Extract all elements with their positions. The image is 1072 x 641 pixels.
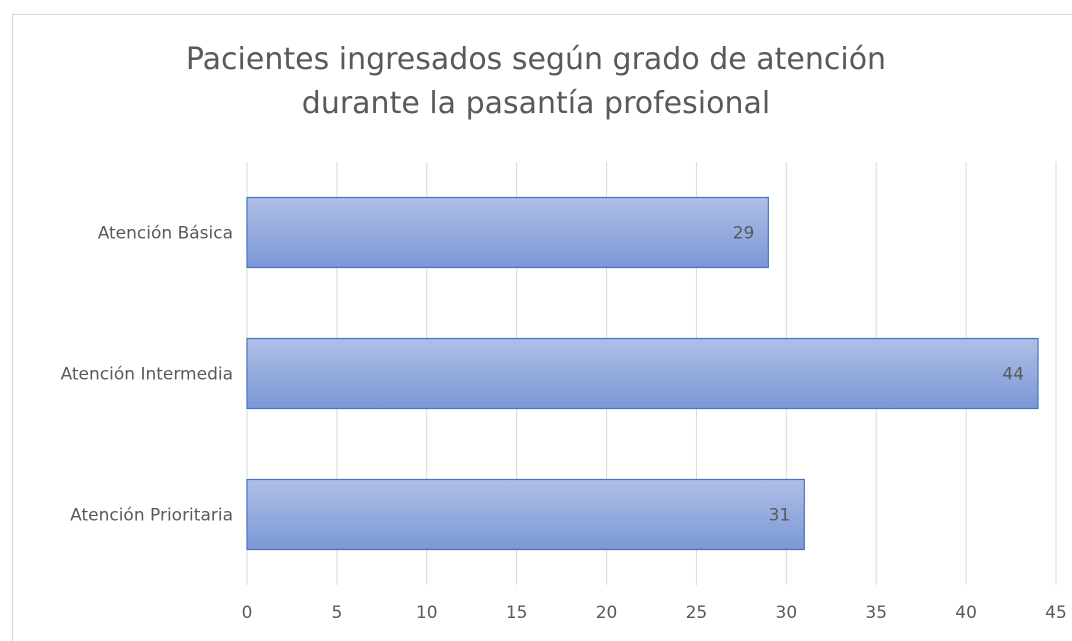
x-tick-label: 20 xyxy=(596,603,618,623)
x-tick-label: 40 xyxy=(955,603,977,623)
x-tick-label: 5 xyxy=(331,603,342,623)
x-tick-label: 30 xyxy=(776,603,798,623)
x-tick-label: 10 xyxy=(416,603,438,623)
chart-title: Pacientes ingresados según grado de aten… xyxy=(185,42,887,121)
y-tick-label: Atención Básica xyxy=(98,224,233,244)
x-tick-label: 15 xyxy=(506,603,528,623)
data-label: 44 xyxy=(1002,365,1024,385)
x-tick-label: 0 xyxy=(242,603,253,623)
y-tick-label: Atención Intermedia xyxy=(61,365,233,385)
x-tick-label: 25 xyxy=(686,603,708,623)
x-tick-label: 45 xyxy=(1045,603,1067,623)
y-tick-label: Atención Prioritaria xyxy=(70,506,233,526)
bar xyxy=(246,196,769,269)
bar xyxy=(246,337,1039,410)
data-label: 29 xyxy=(733,224,755,244)
bar xyxy=(246,478,805,551)
x-tick-label: 35 xyxy=(865,603,887,623)
data-label: 31 xyxy=(769,506,791,526)
chart-border xyxy=(12,14,1072,641)
